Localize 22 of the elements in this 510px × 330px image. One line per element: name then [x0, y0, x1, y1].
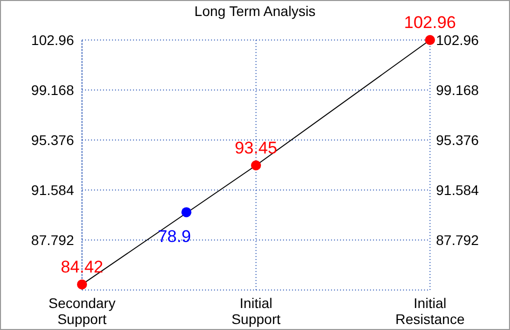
- chart-title: Long Term Analysis: [194, 3, 316, 19]
- y-tick-label: 102.96: [31, 32, 74, 48]
- y2-tick-label: 87.792: [436, 232, 480, 248]
- data-label: 93.45: [234, 138, 278, 158]
- point: [425, 35, 435, 45]
- y-tick-label: 91.584: [31, 182, 74, 198]
- y2-tick-label: 99.168: [436, 82, 480, 98]
- point: [181, 207, 192, 218]
- y2-tick-label: 102.96: [436, 32, 480, 48]
- x-tick-label: Initial Resistance: [395, 295, 465, 327]
- x-tick-label: Initial Support: [231, 295, 281, 327]
- y-tick-label: 99.168: [31, 82, 74, 98]
- data-label: 102.96: [404, 13, 456, 32]
- annotation: 78.9: [158, 227, 191, 246]
- point: [77, 279, 87, 290]
- y-tick-label: 87.792: [31, 232, 74, 248]
- y2-tick-label: 91.584: [436, 182, 480, 198]
- y2-tick-label: 95.376: [436, 132, 480, 148]
- x-tick-label: Secondary Support: [48, 295, 116, 327]
- data-label: 84.42: [60, 257, 104, 276]
- y-tick-label: 95.376: [31, 132, 74, 148]
- point: [251, 160, 261, 170]
